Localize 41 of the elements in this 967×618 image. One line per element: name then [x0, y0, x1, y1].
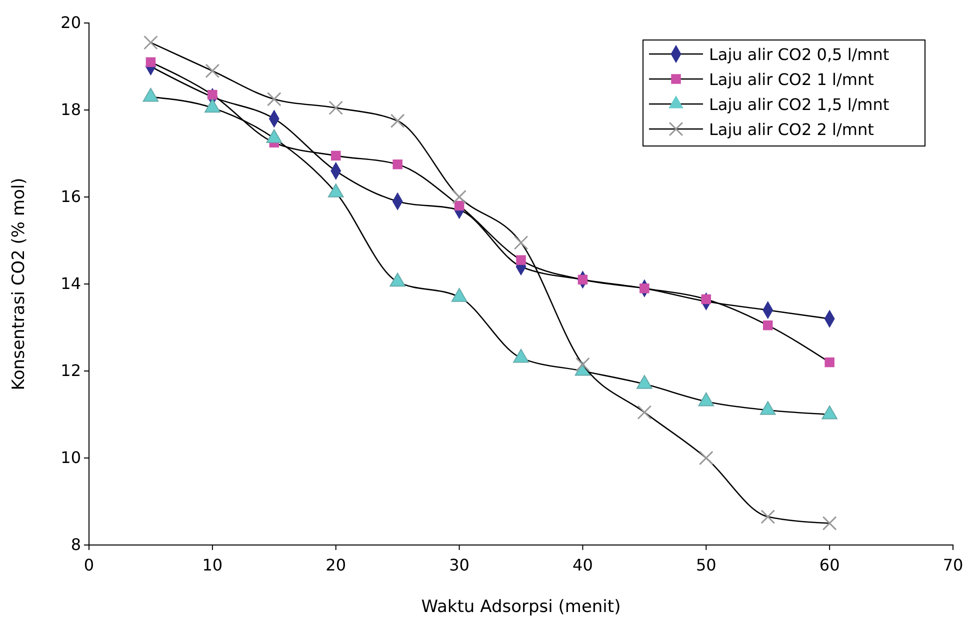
legend-label: Laju alir CO2 1 l/mnt [709, 70, 874, 89]
point [266, 92, 282, 106]
legend-label: Laju alir CO2 2 l/mnt [709, 120, 874, 139]
y-axis-title: Konsentrasi CO2 (% mol) [9, 178, 29, 390]
x-tick-label: 40 [572, 556, 593, 575]
legend-label: Laju alir CO2 0,5 l/mnt [709, 45, 890, 64]
point [146, 57, 156, 68]
point [762, 320, 773, 330]
point [144, 35, 158, 50]
y-tick-label: 18 [60, 100, 81, 120]
point [454, 200, 464, 211]
point [576, 357, 590, 372]
point [824, 357, 834, 368]
y-tick-label: 12 [60, 361, 81, 380]
point [578, 274, 588, 285]
point [328, 100, 344, 116]
point [392, 160, 402, 170]
y-tick-label: 8 [70, 535, 81, 554]
legend-label: Laju alir CO2 1,5 l/mnt [709, 95, 890, 114]
x-tick-label: 60 [819, 556, 840, 575]
point [822, 516, 837, 530]
point [452, 190, 466, 204]
x-tick-label: 10 [202, 556, 223, 575]
x-tick-label: 30 [449, 556, 470, 575]
x-tick-label: 70 [942, 556, 964, 575]
y-tick-label: 16 [60, 187, 81, 206]
x-tick-label: 50 [696, 556, 716, 575]
x-axis-title: Waktu Adsorpsi (menit) [421, 597, 621, 617]
point [390, 114, 405, 128]
x-tick-label: 0 [84, 556, 94, 575]
y-tick-label: 10 [60, 448, 81, 468]
point [698, 450, 714, 466]
point [205, 64, 220, 78]
x-tick-label: 20 [326, 556, 346, 575]
y-tick-label: 20 [60, 13, 81, 32]
point [516, 255, 526, 265]
point [330, 150, 341, 161]
y-tick-label: 14 [60, 274, 81, 294]
point [514, 235, 528, 250]
point [637, 405, 652, 420]
point [760, 510, 776, 524]
